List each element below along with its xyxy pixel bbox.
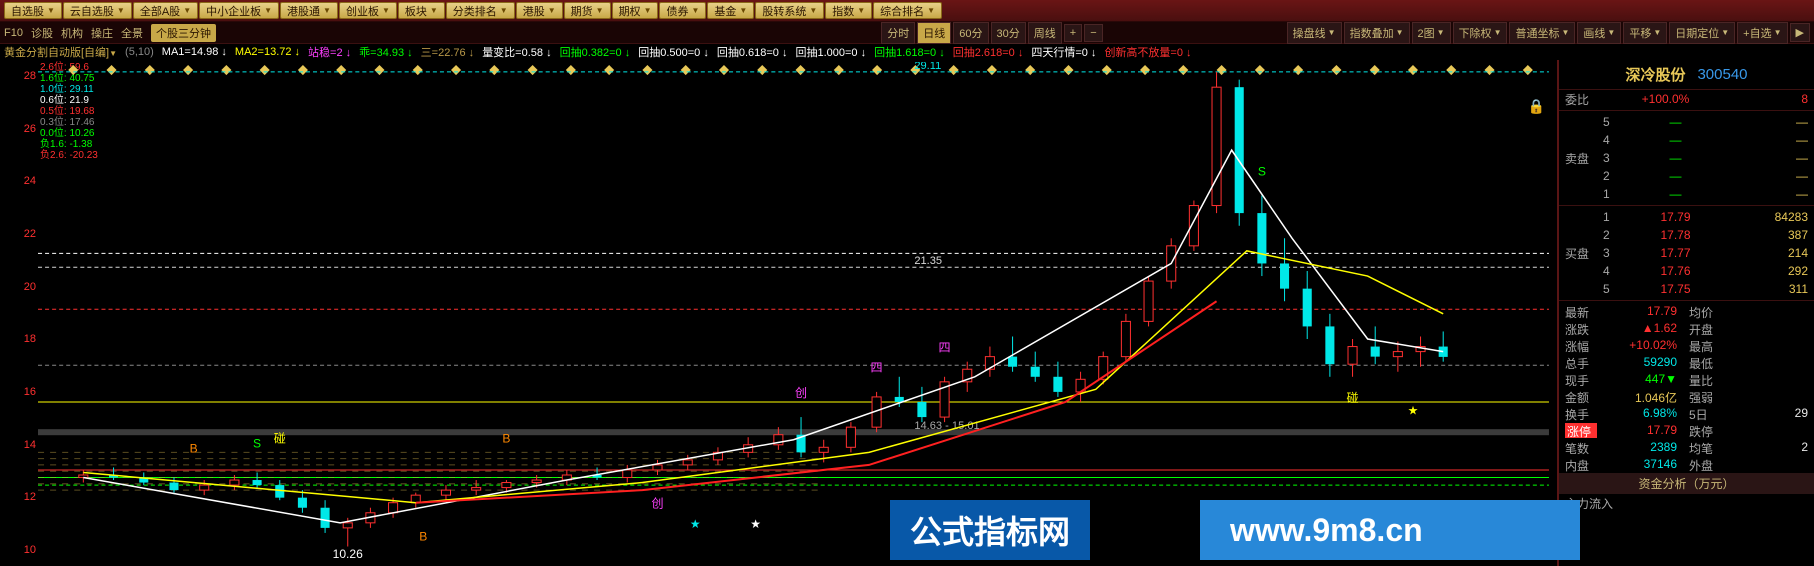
ask-row: 卖盘3—— [1559, 149, 1814, 167]
info-row: 总手59290最低 [1559, 354, 1814, 371]
bid-row: 417.76292 [1559, 262, 1814, 280]
svg-text:B: B [419, 529, 427, 543]
tool-btn[interactable]: +自选 ▼ [1737, 22, 1787, 44]
tool-btn[interactable]: 普通坐标 ▼ [1509, 22, 1575, 44]
info-row: 内盘37146外盘 [1559, 456, 1814, 473]
watermark-2: www.9m8.cn [1200, 500, 1580, 560]
sub-active-tab[interactable]: 个股三分钟 [151, 24, 216, 42]
top-tab[interactable]: 债券▼ [659, 2, 706, 19]
fund-analysis-header[interactable]: 资金分析（万元） [1559, 473, 1814, 494]
ask-row: 5—— [1559, 113, 1814, 131]
ask-row: 4—— [1559, 131, 1814, 149]
timeframe-btn[interactable]: 日线 [917, 22, 951, 44]
info-row: 换手6.98%5日29 [1559, 405, 1814, 422]
tool-btn[interactable]: 操盘线 ▼ [1287, 22, 1342, 44]
bid-row: 217.78387 [1559, 226, 1814, 244]
top-tab[interactable]: 基金▼ [707, 2, 754, 19]
svg-text:★: ★ [750, 517, 761, 531]
chart-area[interactable]: 2.6位: 59.61.6位: 40.751.0位: 29.110.6位: 21… [0, 60, 1558, 566]
svg-text:10.26: 10.26 [333, 547, 364, 561]
indicator-bar: 黄金分割自动版[自编]▼(5,10)MA1=14.98 ↓MA2=13.72 ↓… [0, 44, 1814, 60]
zoom-btn[interactable]: − [1084, 24, 1102, 42]
tool-btn[interactable]: 日期定位 ▼ [1669, 22, 1735, 44]
top-tab[interactable]: 云自选股▼ [63, 2, 132, 19]
svg-text:B: B [190, 441, 198, 455]
svg-text:29.11: 29.11 [914, 62, 941, 72]
svg-text:★: ★ [690, 517, 701, 531]
y-axis: 28262422201816141210 [4, 70, 36, 556]
timeframe-btn[interactable]: 周线 [1028, 22, 1062, 44]
svg-text:S: S [253, 436, 261, 450]
svg-text:四: 四 [939, 341, 951, 355]
main-flow-row: 主力流入 [1559, 494, 1814, 511]
svg-text:B: B [502, 431, 510, 445]
weibi-row: 委比 +100.0% 8 [1559, 90, 1814, 108]
tool-btn[interactable]: 指数叠加 ▼ [1344, 22, 1410, 44]
svg-text:S: S [1258, 164, 1266, 178]
sub-link[interactable]: 机构 [61, 25, 83, 41]
tool-btn[interactable]: 2图 ▼ [1412, 22, 1451, 44]
sub-toolbar: F10 诊股机构操庄全景个股三分钟 分时日线60分30分周线+− 操盘线 ▼指数叠加… [0, 22, 1814, 44]
tool-btn[interactable]: 平移 ▼ [1623, 22, 1667, 44]
bid-row: 117.7984283 [1559, 208, 1814, 226]
timeframe-btn[interactable]: 30分 [991, 22, 1026, 44]
sub-link[interactable]: 全景 [121, 25, 143, 41]
svg-text:创: 创 [795, 386, 807, 400]
timeframe-btn[interactable]: 分时 [881, 22, 915, 44]
bid-row: 买盘317.77214 [1559, 244, 1814, 262]
info-row: 笔数2389均笔2 [1559, 439, 1814, 456]
ask-row: 2—— [1559, 167, 1814, 185]
top-tab[interactable]: 中小企业板▼ [199, 2, 279, 19]
sub-link[interactable]: F10 [4, 27, 23, 39]
zoom-btn[interactable]: + [1064, 24, 1082, 42]
svg-text:★: ★ [1408, 404, 1419, 418]
top-tab[interactable]: 期权▼ [612, 2, 659, 19]
info-row: 现手447▼量比 [1559, 371, 1814, 388]
info-row: 金额1.046亿强弱 [1559, 388, 1814, 405]
sub-link[interactable]: 操庄 [91, 25, 113, 41]
timeframe-btn[interactable]: 60分 [953, 22, 988, 44]
stock-code: 300540 [1697, 66, 1747, 83]
stock-name: 深冷股份 [1625, 64, 1685, 85]
top-tabbar: 自选股▼云自选股▼全部A股▼中小企业板▼港股通▼创业板▼板块▼分类排名▼港股▼期… [0, 0, 1814, 22]
tool-btn[interactable]: 画线 ▼ [1577, 22, 1621, 44]
sub-link[interactable]: 诊股 [31, 25, 53, 41]
info-row: 涨跌▲1.62开盘 [1559, 320, 1814, 337]
svg-text:四: 四 [871, 361, 883, 375]
top-tab[interactable]: 板块▼ [398, 2, 445, 19]
top-tab[interactable]: 自选股▼ [4, 2, 62, 19]
candlestick-chart: 29.1121.3514.63 - 15.01BS碰10.26BB创★★创四四S… [38, 62, 1549, 566]
quote-panel: 深冷股份 300540 委比 +100.0% 8 5——4——卖盘3——2——1… [1558, 60, 1814, 566]
svg-text:碰: 碰 [1347, 391, 1359, 405]
tool-btn[interactable]: 下除权 ▼ [1453, 22, 1508, 44]
svg-text:21.35: 21.35 [914, 255, 942, 267]
ask-row: 1—— [1559, 185, 1814, 203]
top-tab[interactable]: 指数▼ [825, 2, 872, 19]
info-row: 涨幅+10.02%最高 [1559, 337, 1814, 354]
svg-text:碰: 碰 [274, 431, 286, 445]
info-row: 涨停17.79跌停 [1559, 422, 1814, 439]
top-tab[interactable]: 期货▼ [564, 2, 611, 19]
info-row: 最新17.79均价 [1559, 303, 1814, 320]
top-tab[interactable]: 分类排名▼ [446, 2, 515, 19]
top-tab[interactable]: 港股通▼ [280, 2, 338, 19]
expand-btn[interactable]: ▶ [1790, 23, 1810, 42]
svg-text:创: 创 [651, 497, 663, 511]
watermark-1: 公式指标网 [890, 500, 1090, 560]
top-tab[interactable]: 创业板▼ [339, 2, 397, 19]
top-tab[interactable]: 港股▼ [516, 2, 563, 19]
top-tab[interactable]: 股转系统▼ [755, 2, 824, 19]
top-tab[interactable]: 全部A股▼ [133, 2, 198, 19]
lock-icon[interactable]: 🔒 [1528, 98, 1545, 115]
top-tab[interactable]: 综合排名▼ [873, 2, 942, 19]
bid-row: 517.75311 [1559, 280, 1814, 298]
stock-header: 深冷股份 300540 [1559, 60, 1814, 90]
